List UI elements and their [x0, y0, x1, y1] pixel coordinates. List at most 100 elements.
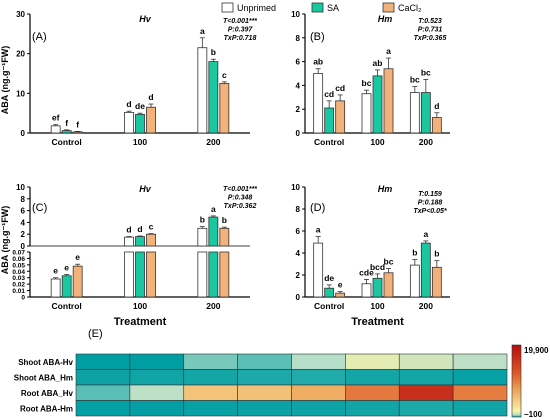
heatmap-cell-1-0	[75, 369, 131, 386]
bar-lower-1-2	[208, 251, 219, 298]
y-tick-label: 0.06	[12, 256, 25, 263]
significance-letter: e	[53, 266, 58, 276]
bar-1-0	[61, 275, 72, 298]
bar-2-2	[219, 227, 230, 247]
bar-2-1	[383, 68, 394, 134]
significance-letter: bc	[421, 67, 431, 77]
stats-line: T:0.159	[418, 191, 442, 198]
stats-line: TxP<0.05*	[413, 208, 447, 215]
significance-letter: a	[423, 229, 428, 239]
heatmap-cell-3-6	[398, 400, 454, 417]
panel-label: (B)	[310, 31, 325, 43]
heatmap-cell-2-2	[183, 384, 238, 401]
significance-letter: b	[434, 249, 439, 259]
y-tick-label: 30	[16, 10, 25, 19]
x-axis-label: Treatment	[114, 316, 167, 328]
heatmap-cell-1-4	[291, 369, 346, 386]
species-label: Hm	[378, 184, 393, 194]
panel-e-heatmap: (E) Shoot ABA-Hv Shoot ABA_Hm Root ABA_Hv Ro…	[14, 328, 549, 419]
bar-0-2	[409, 92, 420, 134]
significance-letter: d	[148, 92, 153, 102]
legend-label-1: SA	[327, 3, 339, 13]
colorbar-min-label: −100	[524, 410, 543, 419]
bar-0-0	[313, 73, 324, 134]
legend-label-2: CaCl₂	[398, 3, 422, 13]
heatmap-cell-3-0	[75, 400, 131, 417]
y-tick-label: 8	[296, 205, 301, 214]
y-tick-label: 0	[21, 129, 26, 138]
legend-label-0: Unprimed	[237, 3, 276, 13]
bar-0-0	[313, 242, 324, 298]
significance-letter: bc	[410, 75, 420, 85]
x-tick-label: Control	[314, 301, 344, 311]
stats-line: T<0.001***	[223, 186, 257, 193]
bar-2-1	[146, 106, 156, 134]
y-tick-label: 4	[21, 218, 26, 227]
significance-letter: bcd	[370, 262, 385, 272]
bar-1-1	[135, 236, 145, 247]
heatmap-cell-1-2	[183, 369, 238, 386]
significance-letter: a	[200, 26, 205, 36]
bar-lower-0-1	[124, 251, 134, 298]
heatmap-cell-0-4	[291, 353, 346, 370]
legend: Unprimed SA CaCl₂	[221, 2, 422, 13]
bar-2-2	[431, 266, 442, 298]
heatmap-cell-2-5	[345, 384, 400, 401]
significance-letter: de	[324, 273, 334, 283]
panel-c: 00.010.020.030.040.050.060.070246810Cont…	[0, 183, 257, 328]
y-tick-label: 2	[21, 230, 26, 239]
bar-lower-0-2	[197, 251, 208, 298]
bar-2-2	[431, 117, 442, 134]
heatmap-row-label: Root ABA_Hv	[21, 389, 74, 398]
significance-letter: ef	[52, 113, 60, 123]
significance-letter: c	[222, 70, 227, 80]
x-tick-label: 100	[370, 301, 384, 311]
significance-letter: f	[76, 119, 79, 129]
heatmap-cell-1-3	[237, 369, 292, 386]
panel-label: (C)	[32, 202, 47, 214]
significance-letter: a	[386, 46, 391, 56]
x-tick-label: 200	[206, 137, 220, 147]
bar-1-1	[372, 277, 383, 298]
significance-letter: e	[75, 252, 80, 262]
stats-line: P:0.188	[418, 200, 443, 207]
species-label: Hm	[378, 14, 393, 24]
significance-letter: ab	[373, 58, 383, 68]
colorbar	[511, 344, 522, 418]
heatmap-cell-3-5	[345, 400, 400, 417]
significance-letter: d	[126, 225, 131, 235]
heatmap-row-label: Shoot ABA_Hm	[14, 373, 73, 382]
panel-label: (E)	[88, 328, 103, 340]
x-tick-label: 100	[133, 301, 147, 311]
heatmap-cell-3-4	[291, 400, 346, 417]
heatmap-cell-0-7	[452, 353, 508, 370]
bar-2-2	[219, 83, 230, 134]
bar-0-2	[197, 227, 208, 247]
x-tick-label: 100	[133, 137, 147, 147]
y-tick-label: 8	[296, 34, 301, 43]
bar-0-1	[361, 283, 372, 298]
significance-letter: e	[64, 263, 69, 273]
bar-lower-2-1	[146, 251, 156, 298]
heatmap-cell-0-3	[237, 353, 292, 370]
significance-letter: cde	[359, 267, 374, 277]
y-tick-label: 0.01	[12, 288, 25, 295]
y-tick-label: 0	[21, 295, 25, 302]
bar-0-1	[124, 236, 134, 247]
y-tick-label: 0	[296, 293, 301, 302]
colorbar-max-label: 19,900	[524, 346, 549, 355]
significance-letter: de	[135, 101, 145, 111]
y-tick-label: 0.07	[12, 250, 25, 257]
significance-letter: cd	[335, 83, 345, 93]
heatmap-cell-1-5	[345, 369, 400, 386]
bar-2-0	[72, 265, 83, 298]
y-tick-label: 2	[296, 105, 301, 114]
y-tick-label: 10	[16, 183, 25, 192]
heatmap-cell-2-3	[237, 384, 292, 401]
significance-letter: c	[149, 222, 154, 232]
significance-letter: d	[434, 101, 439, 111]
y-tick-label: 6	[296, 227, 301, 236]
y-axis-label: ABA (ng.g⁻¹FW)	[0, 206, 10, 274]
